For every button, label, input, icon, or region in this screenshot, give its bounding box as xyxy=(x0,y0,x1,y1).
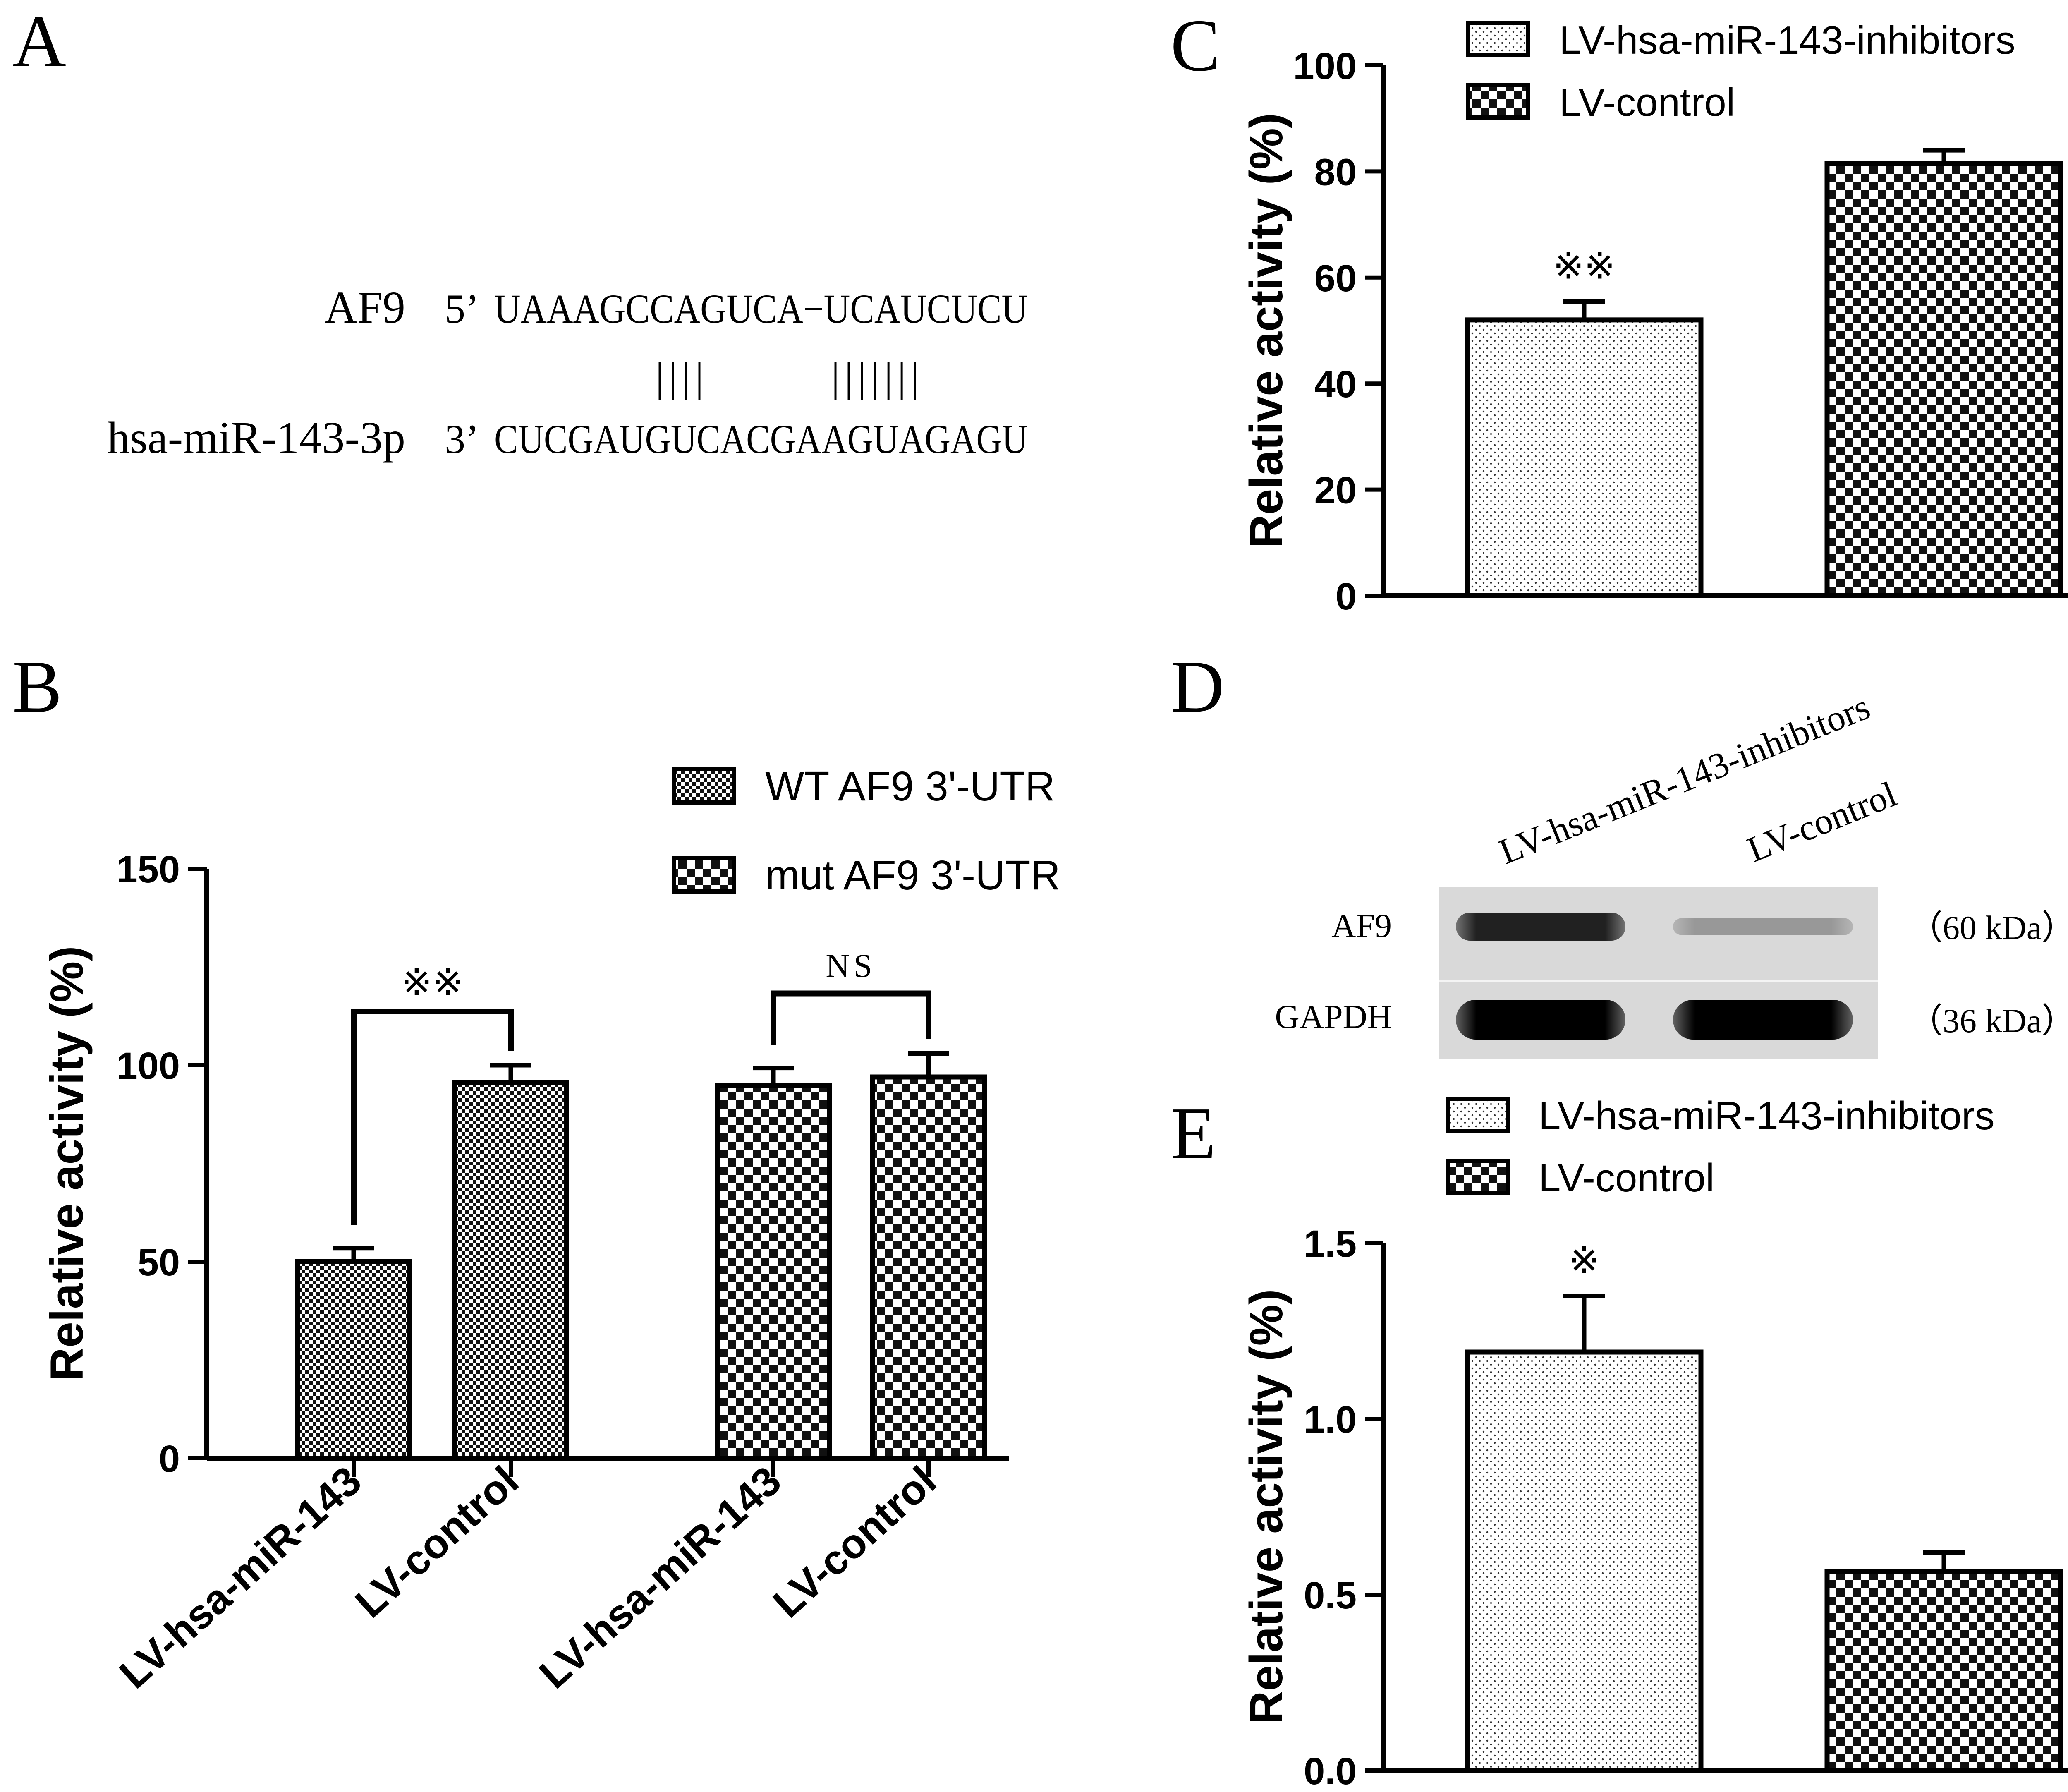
x-tick-label: LV-control xyxy=(347,1457,527,1627)
y-axis-label: Relative activity (%) xyxy=(41,946,93,1381)
y-tick-label: 1.0 xyxy=(1304,1399,1357,1441)
significance-bracket xyxy=(351,1009,514,1225)
y-tick-label: 0.5 xyxy=(1304,1574,1357,1617)
y-tick-label: 40 xyxy=(1314,363,1357,405)
seq-row2-name: hsa-miR-143-3p xyxy=(107,412,405,463)
significance-label: ※ xyxy=(1568,1241,1599,1282)
seq-row2-end: 3’ xyxy=(445,416,479,462)
legend-swatch xyxy=(1466,83,1530,120)
blot-band xyxy=(1456,1000,1625,1040)
seq-row1-sequence: UAAAGCCAGUCA−UCAUCUCU xyxy=(494,286,1028,332)
bar xyxy=(1465,317,1704,598)
blot-size-af9: （60 kDa） xyxy=(1909,909,2068,946)
blot-band xyxy=(1456,913,1625,941)
blot-size-gapdh: （36 kDa） xyxy=(1909,1002,2068,1040)
y-tick-label: 0.0 xyxy=(1304,1750,1357,1792)
y-axis-label: Relative activity (%) xyxy=(1240,113,1292,548)
bar xyxy=(452,1080,569,1461)
bar xyxy=(1465,1349,1704,1773)
bar xyxy=(870,1074,987,1461)
seq-row1-end: 5’ xyxy=(445,286,479,332)
significance-bracket xyxy=(771,990,931,1045)
legend-label: mut AF9 3'-UTR xyxy=(765,852,1060,898)
y-tick-label: 100 xyxy=(1293,45,1357,87)
bar xyxy=(295,1259,412,1461)
x-tick-label: LV-hsa-miR-143 xyxy=(531,1457,790,1697)
significance-label: ※※ xyxy=(1553,246,1616,287)
western-blot: LV-hsa-miR-143-inhibitors LV-control AF9… xyxy=(1275,687,2068,1059)
sequence-alignment: AF9 5’ UAAAGCCAGUCA−UCAUCUCU |||| ||||||… xyxy=(107,282,1028,463)
x-tick-label: LV-hsa-miR-143 xyxy=(111,1457,370,1697)
chart-panel-b: 0 50 100 150 Relative activity (%) LV-hsa-miR… xyxy=(41,763,1060,1697)
seq-pairing-right: ||||||| xyxy=(831,354,924,400)
bar xyxy=(1824,161,2063,598)
blot-lane-label-2: LV-control xyxy=(1742,774,1902,870)
panel-label-b: B xyxy=(12,645,62,728)
y-tick-label: 0 xyxy=(159,1438,180,1480)
panel-label-e: E xyxy=(1170,1092,1216,1174)
blot-band xyxy=(1673,918,1853,935)
legend-label: LV-hsa-miR-143-inhibitors xyxy=(1559,18,2015,62)
y-tick-label: 60 xyxy=(1314,257,1357,299)
seq-pairing-left: |||| xyxy=(656,354,708,400)
legend-label: WT AF9 3'-UTR xyxy=(765,763,1055,810)
blot-bands xyxy=(1456,913,1853,1040)
legend-swatch xyxy=(1466,21,1530,57)
panel-label-c: C xyxy=(1170,4,1220,86)
blot-row-label-af9: AF9 xyxy=(1331,907,1392,944)
y-axis-label: Relative activity (%) xyxy=(1240,1289,1292,1725)
legend-label: LV-control xyxy=(1539,1156,1714,1200)
y-tick-label: 20 xyxy=(1314,470,1357,512)
significance-label: NS xyxy=(826,948,876,985)
legend-label: LV-control xyxy=(1559,80,1735,125)
legend-label: LV-hsa-miR-143-inhibitors xyxy=(1539,1094,1995,1138)
y-tick-label: 50 xyxy=(138,1241,180,1284)
panel-label-a: A xyxy=(12,0,66,82)
legend-swatch xyxy=(1446,1097,1510,1133)
blot-band xyxy=(1673,1000,1853,1040)
bar xyxy=(1824,1569,2063,1773)
legend-swatch xyxy=(672,767,736,805)
seq-row1-name: AF9 xyxy=(324,282,405,333)
seq-row2-sequence: CUCGAUGUCACGAAGUAGAGU xyxy=(494,416,1028,462)
legend-swatch xyxy=(1446,1159,1510,1195)
y-tick-label: 80 xyxy=(1314,151,1357,193)
y-tick-label: 150 xyxy=(117,848,180,891)
blot-row-label-gapdh: GAPDH xyxy=(1275,998,1392,1035)
y-tick-label: 1.5 xyxy=(1304,1223,1357,1265)
significance-label: ※※ xyxy=(401,962,464,1003)
bar xyxy=(715,1083,832,1461)
y-tick-label: 0 xyxy=(1336,575,1357,618)
panel-label-d: D xyxy=(1170,645,1224,728)
legend-swatch xyxy=(672,856,736,894)
y-tick-label: 100 xyxy=(117,1045,180,1087)
x-tick-label: LV-control xyxy=(764,1457,945,1627)
chart-panel-e: 0.0 0.5 1.0 1.5 Relative activity (%) ※ LV-hsa… xyxy=(1240,1094,2068,1792)
